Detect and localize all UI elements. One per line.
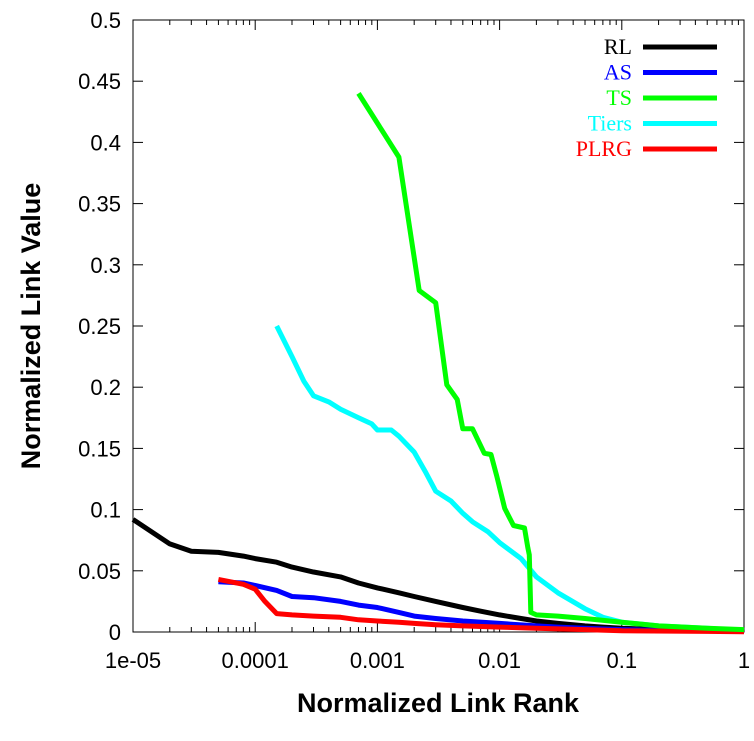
axis-ticks: 0 0.05 0.1 0.15 0.2 0.25 0.3 0.35 0.4 0.45 0.5 1e-0… — [78, 8, 750, 673]
legend-label-rl: RL — [604, 34, 632, 59]
y-tick-label: 0.5 — [90, 8, 121, 33]
y-tick-label: 0.4 — [90, 130, 121, 155]
y-tick-label: 0.35 — [78, 192, 121, 217]
y-tick-label: 0.25 — [78, 314, 121, 339]
x-tick-label: 0.0001 — [222, 648, 289, 673]
y-tick-label: 0.45 — [78, 69, 121, 94]
x-tick-label: 0.1 — [607, 648, 638, 673]
legend-label-as: AS — [604, 60, 632, 85]
series-line-rl — [131, 517, 745, 634]
y-tick-label: 0 — [109, 620, 121, 645]
x-tick-label: 0.001 — [350, 648, 405, 673]
y-tick-label: 0.2 — [90, 375, 121, 400]
y-tick-label: 0.1 — [90, 498, 121, 523]
x-tick-label: 0.01 — [478, 648, 521, 673]
x-tick-label: 1 — [738, 648, 750, 673]
series-line-tiers — [274, 324, 745, 634]
series-line-plrg — [217, 576, 745, 635]
y-tick-label: 0.15 — [78, 436, 121, 461]
y-axis-title: Normalized Link Value — [16, 183, 46, 470]
x-axis-title: Normalized Link Rank — [297, 688, 580, 718]
legend-label-tiers: Tiers — [588, 111, 632, 136]
x-tick-label: 1e-05 — [105, 648, 161, 673]
legend-label-plrg: PLRG — [576, 136, 632, 161]
legend-label-ts: TS — [606, 85, 632, 110]
series-line-ts — [356, 92, 745, 633]
y-tick-label: 0.3 — [90, 253, 121, 278]
series-lines — [131, 92, 745, 635]
y-tick-label: 0.05 — [78, 559, 121, 584]
